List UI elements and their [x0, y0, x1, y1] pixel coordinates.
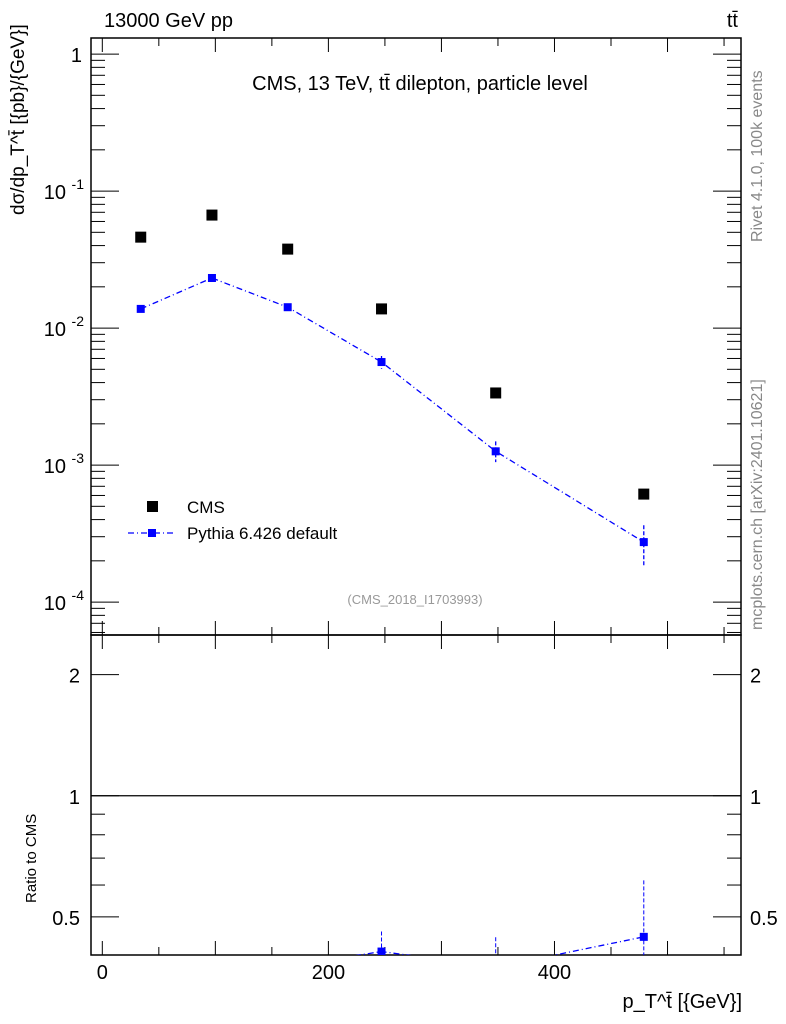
rivet-info: Rivet 4.1.0, 100k events [749, 70, 766, 242]
ratio-data-point [284, 962, 292, 970]
y-tick-label: 1 [71, 45, 82, 67]
y-tick-exponent: -1 [72, 176, 85, 192]
analysis-id: (CMS_2018_I1703993) [347, 592, 482, 607]
ratio-data-point [492, 963, 500, 971]
ratio-data-point [137, 1002, 145, 1010]
main-data-point [490, 387, 502, 399]
y-tick-label: 10 [44, 182, 66, 204]
main-data-point [283, 303, 292, 312]
legend-marker-cms [147, 501, 158, 512]
mcplots-info: mcplots.cern.ch [arXiv:2401.10621] [749, 379, 766, 630]
main-data-point [638, 488, 650, 500]
top-left-label: 13000 GeV pp [104, 10, 233, 32]
ratio-data-point [208, 975, 216, 983]
y-axis-label: dσ/dp_T^t̄ [{pb}/{GeV}] [8, 24, 29, 215]
legend-marker-pythia [148, 529, 156, 537]
y-tick-exponent: -4 [72, 587, 85, 603]
main-data-point [206, 209, 218, 221]
main-data-point [377, 358, 386, 367]
ratio-data-point [639, 932, 648, 941]
ratio-y-tick-label-right: 2 [750, 666, 761, 688]
y-tick-exponent: -3 [72, 450, 85, 466]
main-data-point [136, 304, 145, 313]
chart-title: CMS, 13 TeV, tt̄ dilepton, particle leve… [252, 73, 588, 95]
legend-label-cms: CMS [187, 498, 225, 517]
ratio-frame [90, 634, 742, 956]
main-data-point [282, 243, 294, 255]
x-axis-label: p_T^t̄ [{GeV}] [623, 991, 742, 1013]
y-tick-label: 10 [44, 593, 66, 615]
ratio-y-tick-label: 0.5 [52, 908, 80, 930]
main-series-line [140, 277, 645, 543]
main-data-point [639, 538, 648, 547]
ratio-y-tick-label: 1 [69, 787, 80, 809]
ratio-y-tick-label-right: 0.5 [750, 908, 778, 930]
x-tick-label: 400 [538, 962, 571, 984]
y-tick-label: 10 [44, 456, 66, 478]
x-tick-label: 200 [312, 962, 345, 984]
main-data-point [376, 303, 388, 315]
x-tick-label: 0 [97, 962, 108, 984]
main-data-point [207, 273, 216, 282]
main-data-point [135, 231, 147, 243]
legend-label-pythia: Pythia 6.426 default [187, 524, 338, 543]
y-tick-exponent: -2 [72, 313, 85, 329]
ratio-series-group [137, 880, 648, 1010]
top-right-label: tt̄ [727, 10, 739, 32]
ratio-y-tick-label: 2 [69, 666, 80, 688]
y-tick-label: 10 [44, 319, 66, 341]
ratio-y-tick-label-right: 1 [750, 787, 761, 809]
ratio-y-axis-label: Ratio to CMS [23, 814, 40, 903]
main-data-point [491, 447, 500, 456]
ratio-data-point [377, 947, 386, 955]
